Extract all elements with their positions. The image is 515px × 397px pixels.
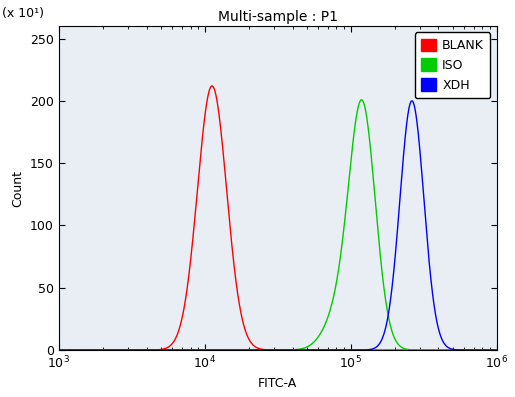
XDH (340, 348, 347, 353)
XDH (413, 112, 419, 116)
X-axis label: FITC-A: FITC-A (258, 377, 297, 390)
ISO (362, 104, 368, 109)
ISO (56, 348, 62, 353)
ISO (413, 348, 419, 353)
XDH (56, 348, 62, 353)
Line: ISO: ISO (59, 100, 515, 350)
ISO (340, 227, 347, 232)
BLANK (341, 348, 347, 353)
Text: (x 10¹): (x 10¹) (2, 7, 44, 19)
BLANK (362, 348, 368, 353)
BLANK (80, 348, 86, 353)
BLANK (230, 256, 236, 260)
ISO (438, 348, 444, 353)
ISO (80, 348, 86, 353)
Y-axis label: Count: Count (11, 170, 25, 206)
ISO (358, 97, 365, 102)
XDH (230, 348, 236, 353)
Legend: BLANK, ISO, XDH: BLANK, ISO, XDH (415, 32, 490, 98)
BLANK (438, 348, 444, 353)
XDH (438, 336, 444, 341)
Line: XDH: XDH (59, 101, 515, 350)
BLANK (56, 348, 62, 353)
Title: Multi-sample : P1: Multi-sample : P1 (218, 10, 338, 23)
BLANK (209, 83, 215, 88)
Line: BLANK: BLANK (59, 86, 515, 350)
ISO (230, 348, 236, 353)
XDH (409, 98, 415, 103)
XDH (362, 347, 368, 352)
XDH (80, 348, 86, 353)
BLANK (413, 348, 419, 353)
